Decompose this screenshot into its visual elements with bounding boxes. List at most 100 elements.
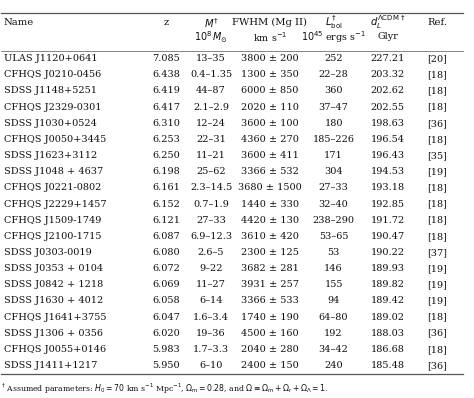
Text: ULAS J1120+0641: ULAS J1120+0641 — [4, 54, 97, 63]
Text: 0.7–1.9: 0.7–1.9 — [193, 199, 229, 209]
Text: SDSS J1411+1217: SDSS J1411+1217 — [4, 361, 97, 370]
Text: 198.63: 198.63 — [371, 119, 405, 128]
Text: 6.438: 6.438 — [152, 70, 180, 79]
Text: 202.62: 202.62 — [371, 86, 405, 96]
Text: [18]: [18] — [428, 103, 447, 111]
Text: 7.085: 7.085 — [153, 54, 180, 63]
Text: 22–28: 22–28 — [319, 70, 348, 79]
Text: 6.310: 6.310 — [152, 119, 180, 128]
Text: 2.6–5: 2.6–5 — [198, 248, 224, 257]
Text: 185–226: 185–226 — [312, 135, 355, 144]
Text: CFHQS J0055+0146: CFHQS J0055+0146 — [4, 345, 106, 354]
Text: [18]: [18] — [428, 135, 447, 144]
Text: 6.121: 6.121 — [152, 216, 180, 224]
Text: 3366 ± 532: 3366 ± 532 — [241, 167, 299, 176]
Text: 6.047: 6.047 — [152, 312, 180, 322]
Text: 202.55: 202.55 — [371, 103, 405, 111]
Text: $d^{\rm \Lambda CDM\,\dagger}_{L}$: $d^{\rm \Lambda CDM\,\dagger}_{L}$ — [370, 14, 406, 31]
Text: 360: 360 — [324, 86, 343, 96]
Text: 4360 ± 270: 4360 ± 270 — [241, 135, 299, 144]
Text: [19]: [19] — [428, 280, 447, 289]
Text: 6.250: 6.250 — [153, 151, 180, 160]
Text: [18]: [18] — [428, 312, 447, 322]
Text: [19]: [19] — [428, 167, 447, 176]
Text: 240: 240 — [324, 361, 343, 370]
Text: $^{\dagger}$ Assumed parameters: $H_0 = 70$ km s$^{-1}$ Mpc$^{-1}$, $\Omega_{\rm: $^{\dagger}$ Assumed parameters: $H_0 = … — [1, 381, 329, 396]
Text: 6000 ± 850: 6000 ± 850 — [241, 86, 299, 96]
Text: 3600 ± 411: 3600 ± 411 — [241, 151, 299, 160]
Text: SDSS J1623+3112: SDSS J1623+3112 — [4, 151, 97, 160]
Text: 193.18: 193.18 — [371, 183, 405, 192]
Text: CFHQS J2229+1457: CFHQS J2229+1457 — [4, 199, 106, 209]
Text: [36]: [36] — [428, 329, 447, 338]
Text: 189.93: 189.93 — [371, 264, 405, 273]
Text: 44–87: 44–87 — [196, 86, 226, 96]
Text: 53: 53 — [328, 248, 340, 257]
Text: 191.72: 191.72 — [371, 216, 405, 224]
Text: 189.82: 189.82 — [371, 280, 405, 289]
Text: CFHQS J1509-1749: CFHQS J1509-1749 — [4, 216, 101, 224]
Text: SDSS J0303-0019: SDSS J0303-0019 — [4, 248, 91, 257]
Text: 189.42: 189.42 — [371, 297, 405, 305]
Text: 5.950: 5.950 — [153, 361, 180, 370]
Text: CFHQS J2100-1715: CFHQS J2100-1715 — [4, 232, 101, 241]
Text: SDSS J1148+5251: SDSS J1148+5251 — [4, 86, 97, 96]
Text: SDSS J1030+0524: SDSS J1030+0524 — [4, 119, 97, 128]
Text: 94: 94 — [328, 297, 340, 305]
Text: 196.54: 196.54 — [371, 135, 405, 144]
Text: $M^{\dagger}$: $M^{\dagger}$ — [204, 16, 219, 30]
Text: 2300 ± 125: 2300 ± 125 — [241, 248, 299, 257]
Text: 0.4–1.35: 0.4–1.35 — [190, 70, 232, 79]
Text: 185.48: 185.48 — [371, 361, 405, 370]
Text: 190.47: 190.47 — [371, 232, 405, 241]
Text: [18]: [18] — [428, 86, 447, 96]
Text: 146: 146 — [324, 264, 343, 273]
Text: 6–10: 6–10 — [200, 361, 223, 370]
Text: [20]: [20] — [428, 54, 447, 63]
Text: 34–42: 34–42 — [319, 345, 348, 354]
Text: 1740 ± 190: 1740 ± 190 — [241, 312, 299, 322]
Text: 6.069: 6.069 — [153, 280, 180, 289]
Text: FWHM (Mg II): FWHM (Mg II) — [232, 18, 308, 27]
Text: 4420 ± 130: 4420 ± 130 — [241, 216, 299, 224]
Text: 12–24: 12–24 — [196, 119, 226, 128]
Text: 32–40: 32–40 — [319, 199, 348, 209]
Text: 6.417: 6.417 — [152, 103, 180, 111]
Text: [35]: [35] — [428, 151, 447, 160]
Text: [18]: [18] — [428, 199, 447, 209]
Text: 252: 252 — [324, 54, 343, 63]
Text: SDSS J0842 + 1218: SDSS J0842 + 1218 — [4, 280, 103, 289]
Text: 6.161: 6.161 — [152, 183, 180, 192]
Text: 1440 ± 330: 1440 ± 330 — [241, 199, 299, 209]
Text: Glyr: Glyr — [377, 32, 398, 41]
Text: 6.419: 6.419 — [152, 86, 180, 96]
Text: Name: Name — [4, 18, 34, 27]
Text: SDSS J1630 + 4012: SDSS J1630 + 4012 — [4, 297, 103, 305]
Text: km s$^{-1}$: km s$^{-1}$ — [253, 30, 287, 44]
Text: 2.1–2.9: 2.1–2.9 — [193, 103, 229, 111]
Text: SDSS J0353 + 0104: SDSS J0353 + 0104 — [4, 264, 103, 273]
Text: [18]: [18] — [428, 232, 447, 241]
Text: [36]: [36] — [428, 361, 447, 370]
Text: [18]: [18] — [428, 183, 447, 192]
Text: 6.087: 6.087 — [153, 232, 180, 241]
Text: 203.32: 203.32 — [371, 70, 405, 79]
Text: 19–36: 19–36 — [196, 329, 226, 338]
Text: $10^{8}\,M_{\odot}$: $10^{8}\,M_{\odot}$ — [194, 29, 228, 45]
Text: 3682 ± 281: 3682 ± 281 — [241, 264, 299, 273]
Text: 6.058: 6.058 — [153, 297, 180, 305]
Text: 27–33: 27–33 — [319, 183, 348, 192]
Text: 53–65: 53–65 — [319, 232, 348, 241]
Text: 304: 304 — [324, 167, 343, 176]
Text: 194.53: 194.53 — [371, 167, 405, 176]
Text: [19]: [19] — [428, 264, 447, 273]
Text: 196.43: 196.43 — [371, 151, 405, 160]
Text: 6.253: 6.253 — [152, 135, 180, 144]
Text: 180: 180 — [324, 119, 343, 128]
Text: 3800 ± 200: 3800 ± 200 — [241, 54, 299, 63]
Text: 2.3–14.5: 2.3–14.5 — [190, 183, 232, 192]
Text: 155: 155 — [324, 280, 343, 289]
Text: CFHQS J1641+3755: CFHQS J1641+3755 — [4, 312, 106, 322]
Text: CFHQS J0210-0456: CFHQS J0210-0456 — [4, 70, 101, 79]
Text: 189.02: 189.02 — [371, 312, 405, 322]
